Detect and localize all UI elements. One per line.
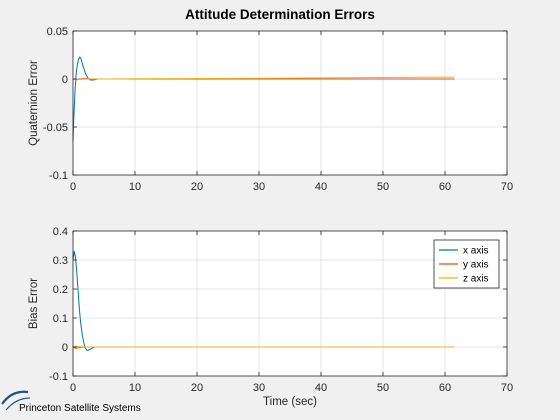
x-tick-label: 30 <box>253 181 265 193</box>
y-tick-label: -0.05 <box>43 122 68 134</box>
x-tick-label: 60 <box>439 181 451 193</box>
x-tick-label: 40 <box>315 181 327 193</box>
x-tick-label: 0 <box>70 181 76 193</box>
brand-name: Princeton Satellite Systems <box>19 403 141 414</box>
x-tick-label: 70 <box>501 382 513 394</box>
series-line-3 <box>72 76 455 81</box>
legend-entry-x-axis: x axis <box>463 246 489 257</box>
x-tick-label: 10 <box>129 181 141 193</box>
branding: Princeton Satellite Systems <box>1 390 141 414</box>
series-line-z-axis <box>72 345 455 348</box>
x-tick-label: 40 <box>315 382 327 394</box>
y-tick-label: -0.1 <box>49 371 68 383</box>
y-tick-label: 0.1 <box>53 313 68 325</box>
y-tick-label: 0.3 <box>53 255 68 267</box>
y-tick-label: 0.4 <box>53 226 68 238</box>
plot-area <box>73 31 507 175</box>
legend-entry-z-axis: z axis <box>463 274 489 285</box>
legend: x axis y axis z axis <box>433 239 500 289</box>
y-tick-label: -0.1 <box>49 170 68 182</box>
x-tick-label: 70 <box>501 181 513 193</box>
y-axis-label: Quaternion Error <box>28 60 40 146</box>
x-tick-label: 50 <box>377 382 389 394</box>
y-tick-label: 0 <box>62 342 68 354</box>
x-tick-label: 20 <box>191 181 203 193</box>
axes-box <box>72 30 508 176</box>
y-axis-label: Bias Error <box>28 278 40 329</box>
x-axis-label: Time (sec) <box>263 396 317 408</box>
x-tick-label: 60 <box>439 382 451 394</box>
quaternion-error-plot: 0 10 20 30 40 50 60 70 -0.1 -0.05 0 0.05 Quaternion … <box>28 26 513 193</box>
y-tick-label: 0.05 <box>47 26 68 38</box>
x-tick-label: 10 <box>129 382 141 394</box>
x-tick-label: 20 <box>191 382 203 394</box>
y-tick-label: 0 <box>62 74 68 86</box>
x-tick-label: 50 <box>377 181 389 193</box>
x-tick-label: 30 <box>253 382 265 394</box>
figure-title: Attitude Determination Errors <box>185 7 375 22</box>
axes-box <box>72 230 508 377</box>
princeton-satellite-systems-logo-icon <box>1 390 31 411</box>
legend-entry-y-axis: y axis <box>463 260 489 271</box>
x-tick-label: 0 <box>70 382 76 394</box>
y-tick-label: 0.2 <box>53 284 68 296</box>
